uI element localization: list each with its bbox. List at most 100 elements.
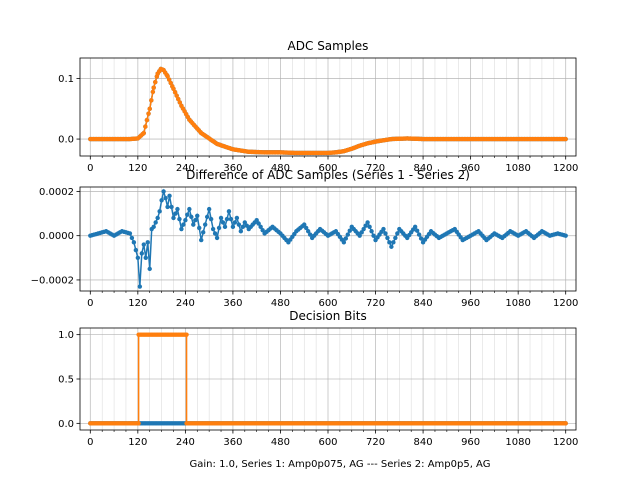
x-tick-label: 1200 [553,298,578,309]
data-point [242,220,248,225]
data-point [202,222,208,227]
data-point [151,85,156,90]
x-tick-label: 1200 [553,437,578,448]
x-tick-label: 240 [176,163,195,174]
figure-xlabel: Gain: 1.0, Series 1: Amp0p075, AG --- Se… [190,459,491,470]
data-point [183,217,188,223]
data-point [367,224,372,230]
difference-panel: Difference of ADC Samples (Series 1 - Se… [31,168,579,309]
data-point [150,89,156,95]
data-point [165,204,170,210]
data-point [563,421,568,426]
data-point [371,233,376,238]
data-point [153,220,158,225]
decision-bits-panel: Decision Bits 0 120 240 360 480 600 720 840 960 10… [58,309,578,448]
data-point [191,222,196,227]
data-point [155,215,160,221]
x-tick-label: 360 [223,163,242,174]
x-tick-label: 600 [318,298,337,309]
data-point [127,231,133,236]
data-point [389,244,394,249]
data-point [256,221,261,226]
data-point [206,206,212,212]
data-point [171,215,176,221]
x-tick-label: 360 [223,437,242,448]
x-tick-label: 480 [271,298,290,309]
data-point [240,224,246,230]
series-markers [88,332,568,426]
data-point [131,240,137,245]
data-point [146,111,151,116]
x-tick-label: 720 [366,163,385,174]
data-point [236,222,242,227]
data-point [359,230,364,235]
y-tick-label: 0.0002 [39,187,74,198]
x-tick-label: 960 [461,163,480,174]
data-point [143,124,148,129]
data-point [161,189,166,194]
data-point [167,193,172,199]
data-point [185,212,190,217]
data-point [347,228,352,233]
data-point [176,96,181,102]
x-tick-label: 1200 [553,163,578,174]
data-point [153,79,158,85]
chart-title: Difference of ADC Samples (Series 1 - Se… [186,168,470,182]
x-tick-label: 600 [318,163,337,174]
data-point [232,220,238,225]
data-point [563,136,568,142]
data-point [147,106,152,112]
data-point [136,421,141,426]
data-point [238,229,244,234]
data-point [195,213,200,218]
x-tick-label: 0 [87,298,93,309]
x-tick-label: 0 [87,163,93,174]
data-point [302,222,307,227]
data-point [177,100,183,105]
y-tick-label: −0.0002 [31,275,74,286]
data-point [169,204,174,210]
data-point [307,232,313,237]
data-point [365,220,370,225]
data-point [139,251,145,256]
x-tick-label: 120 [128,298,147,309]
data-point [385,235,390,241]
x-tick-label: 240 [176,437,195,448]
data-point [159,198,164,203]
data-point [177,216,182,222]
y-tick-label: 0.0 [58,419,74,430]
x-tick-label: 720 [366,437,385,448]
data-point [181,222,186,227]
data-point [204,214,210,220]
data-point [133,247,139,253]
data-point [412,224,418,230]
data-point [222,224,228,230]
data-point [218,215,224,221]
data-point [175,206,180,212]
adc-samples-panel: ADC Samples 0 120 240 360 480 600 720 840 960 1080… [58,39,578,174]
x-tick-label: 840 [414,298,433,309]
x-tick-label: 720 [366,298,385,309]
data-point [230,224,236,230]
data-point [137,284,143,289]
data-point [254,217,259,223]
data-point [387,240,392,245]
data-point [149,98,154,103]
data-point [343,236,349,241]
y-tick-label: 1.0 [58,330,74,341]
x-tick-label: 360 [223,298,242,309]
data-point [147,266,152,272]
data-point [145,240,150,245]
data-point [416,232,422,237]
data-point [216,225,222,231]
data-point [135,255,141,261]
data-point [357,233,362,238]
data-point [214,235,220,241]
x-tick-label: 1080 [505,437,530,448]
data-point [228,216,234,222]
data-point [141,130,146,136]
x-tick-label: 1080 [505,163,530,174]
chart-title: Decision Bits [289,309,366,323]
x-tick-label: 120 [128,163,147,174]
